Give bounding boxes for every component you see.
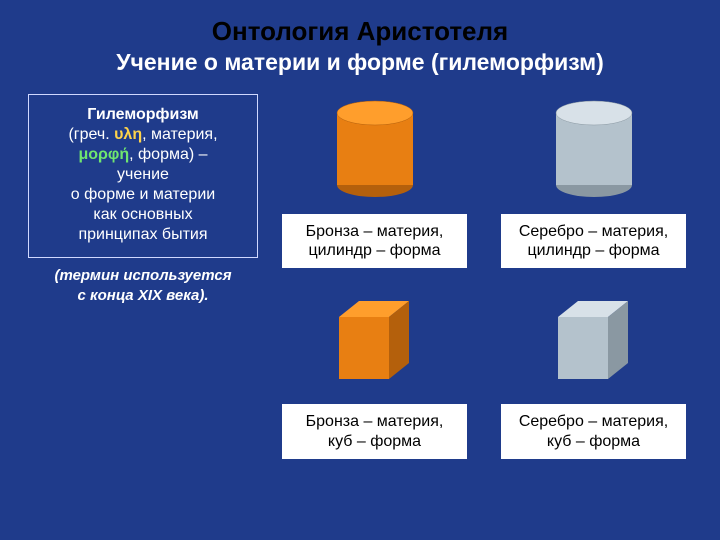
def-line1-pre: (греч. (68, 126, 114, 143)
shape-silver-cylinder (549, 94, 639, 204)
cube-icon (544, 289, 644, 389)
caption-bronze-cube: Бронза – материя, куб – форма (282, 404, 467, 458)
slide-title: Онтология Аристотеля (28, 16, 692, 47)
cylinder-icon (330, 99, 420, 199)
greek-morphe: μορφή (78, 146, 129, 163)
definition-note: (термин используется с конца XIX века). (28, 266, 258, 305)
definition-line2: μορφή, форма) – (37, 145, 249, 165)
cell-bronze-cube: Бронза – материя, куб – форма (276, 284, 473, 458)
cube-icon (325, 289, 425, 389)
caption-bronze-cylinder: Бронза – материя, цилиндр – форма (282, 214, 467, 268)
caption-line2: куб – форма (328, 433, 421, 450)
caption-silver-cube: Серебро – материя, куб – форма (501, 404, 686, 458)
left-column: Гилеморфизм (греч. υλη, материя, μορφή, … (28, 94, 258, 459)
caption-line2: куб – форма (547, 433, 640, 450)
cylinder-icon (549, 99, 639, 199)
greek-hyle: υλη (114, 126, 142, 143)
caption-line1: Бронза – материя, (306, 223, 444, 240)
def-line2-post: , форма) – (129, 146, 207, 163)
caption-line1: Серебро – материя, (519, 413, 668, 430)
caption-silver-cylinder: Серебро – материя, цилиндр – форма (501, 214, 686, 268)
slide-body: Гилеморфизм (греч. υλη, материя, μορφή, … (28, 94, 692, 459)
caption-line2: цилиндр – форма (308, 242, 440, 259)
slide-subtitle: Учение о материи и форме (гилеморфизм) (28, 49, 692, 76)
cell-silver-cylinder: Серебро – материя, цилиндр – форма (495, 94, 692, 268)
cell-bronze-cylinder: Бронза – материя, цилиндр – форма (276, 94, 473, 268)
shape-silver-cube (544, 284, 644, 394)
caption-line1: Бронза – материя, (306, 413, 444, 430)
definition-body: учение о форме и материи как основных пр… (37, 165, 249, 245)
definition-term: Гилеморфизм (37, 105, 249, 125)
caption-line2: цилиндр – форма (527, 242, 659, 259)
definition-line1: (греч. υλη, материя, (37, 125, 249, 145)
def-line1-mid: , материя, (142, 126, 217, 143)
shapes-grid: Бронза – материя, цилиндр – форма Серебр… (276, 94, 692, 459)
shape-bronze-cylinder (330, 94, 420, 204)
shape-bronze-cube (325, 284, 425, 394)
slide: Онтология Аристотеля Учение о материи и … (0, 0, 720, 540)
definition-box: Гилеморфизм (греч. υλη, материя, μορφή, … (28, 94, 258, 258)
caption-line1: Серебро – материя, (519, 223, 668, 240)
cell-silver-cube: Серебро – материя, куб – форма (495, 284, 692, 458)
